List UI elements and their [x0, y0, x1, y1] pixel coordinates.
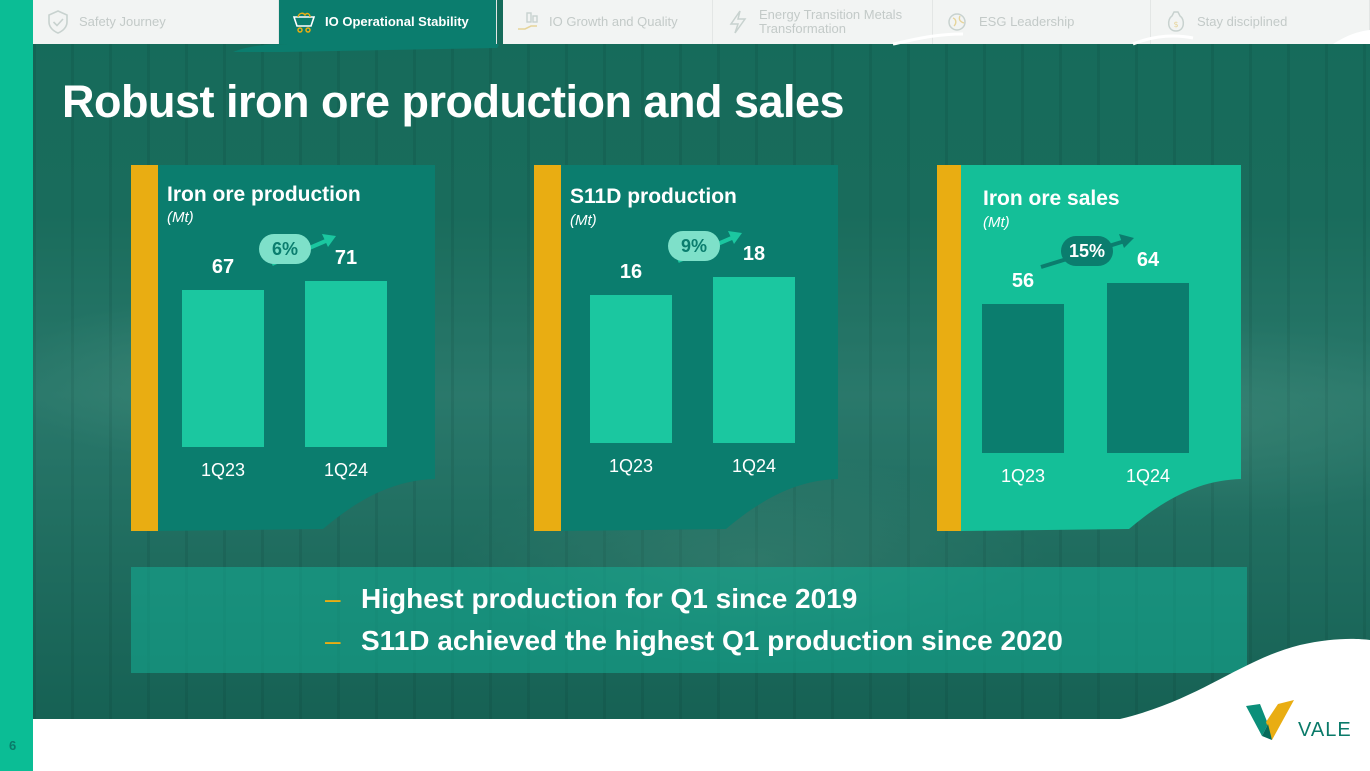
category-label-1q23: 1Q23	[608, 456, 654, 476]
highlight-item: – S11D achieved the highest Q1 productio…	[325, 625, 1063, 657]
page-title: Robust iron ore production and sales	[62, 76, 845, 127]
logo-text: VALE	[1298, 719, 1352, 741]
chart-title: Iron ore production	[167, 183, 361, 206]
chart-unit: (Mt)	[570, 212, 597, 229]
highlight-item: – Highest production for Q1 since 2019	[325, 583, 858, 615]
section-nav: Safety Journey IO Growth and Quality Ene…	[33, 0, 1370, 52]
card-accent-bar	[131, 165, 158, 531]
category-label-1q23: 1Q23	[200, 460, 246, 480]
value-label-1q23: 16	[619, 261, 643, 283]
tab-esg-leadership[interactable]: ESG Leadership	[933, 0, 1151, 44]
highlights-box: – Highest production for Q1 since 2019 –…	[131, 567, 1247, 673]
change-badge: 6%	[259, 234, 311, 264]
lightning-icon	[729, 10, 747, 34]
chart-unit: (Mt)	[983, 214, 1010, 231]
bar-1q24	[713, 277, 795, 443]
change-badge: 15%	[1061, 236, 1113, 266]
vale-logo-mark-icon: VALE	[1246, 700, 1352, 741]
svg-text:$: $	[1173, 20, 1178, 29]
globe-leaf-icon	[948, 13, 966, 31]
card-accent-bar	[937, 165, 961, 531]
category-label-1q24: 1Q24	[323, 460, 369, 480]
vale-logo: VALE	[1246, 700, 1356, 744]
chart-card-iron-ore-production: Iron ore production (Mt) 6% 67 71 1Q23 1…	[131, 165, 435, 531]
category-label-1q23: 1Q23	[1000, 466, 1046, 486]
tab-io-growth-quality[interactable]: IO Growth and Quality	[503, 0, 713, 44]
value-label-1q24: 64	[1136, 249, 1160, 271]
tab-io-operational-stability[interactable]: IO Operational Stability	[279, 0, 497, 44]
money-bag-icon: $	[1167, 11, 1185, 32]
chart-title: Iron ore sales	[983, 187, 1120, 210]
tab-energy-transition[interactable]: Energy Transition Metals Transformation	[713, 0, 933, 44]
bar-1q23	[182, 290, 264, 447]
growth-hand-icon	[518, 12, 538, 30]
value-label-1q24: 71	[334, 247, 358, 269]
highlight-text: Highest production for Q1 since 2019	[361, 583, 858, 614]
chart-unit: (Mt)	[167, 209, 194, 226]
tab-label: ESG Leadership	[979, 14, 1075, 29]
change-badge: 9%	[668, 231, 720, 261]
bar-1q23	[982, 304, 1064, 453]
value-label-1q23: 67	[211, 256, 235, 278]
bar-1q23	[590, 295, 672, 443]
bar-1q24	[305, 281, 387, 447]
chart-card-iron-ore-sales: Iron ore sales (Mt) 15% 56 64 1Q23 1Q24	[937, 165, 1241, 531]
highlight-text: S11D achieved the highest Q1 production …	[361, 625, 1063, 656]
bullet-dash: –	[325, 583, 341, 614]
tab-label: IO Operational Stability	[325, 14, 469, 29]
tab-label: Stay disciplined	[1197, 14, 1288, 29]
mining-cart-icon	[292, 12, 316, 33]
tab-safety-journey[interactable]: Safety Journey	[33, 0, 279, 44]
category-label-1q24: 1Q24	[731, 456, 777, 476]
tab-label: IO Growth and Quality	[549, 14, 678, 29]
shield-check-icon	[48, 10, 68, 34]
tab-label: Safety Journey	[79, 14, 166, 29]
chart-card-s11d-production: S11D production (Mt) 9% 16 18 1Q23 1Q24	[534, 165, 838, 531]
card-accent-bar	[534, 165, 561, 531]
bullet-dash: –	[325, 625, 341, 656]
category-label-1q24: 1Q24	[1125, 466, 1171, 486]
page-number: 6	[9, 738, 17, 753]
tab-label: Energy Transition Metals Transformation	[759, 7, 903, 36]
value-label-1q24: 18	[742, 243, 766, 265]
chart-title: S11D production	[570, 185, 737, 208]
value-label-1q23: 56	[1011, 270, 1035, 292]
nav-wave-decoration	[233, 30, 1370, 52]
left-accent-band	[0, 0, 33, 771]
bar-1q24	[1107, 283, 1189, 453]
